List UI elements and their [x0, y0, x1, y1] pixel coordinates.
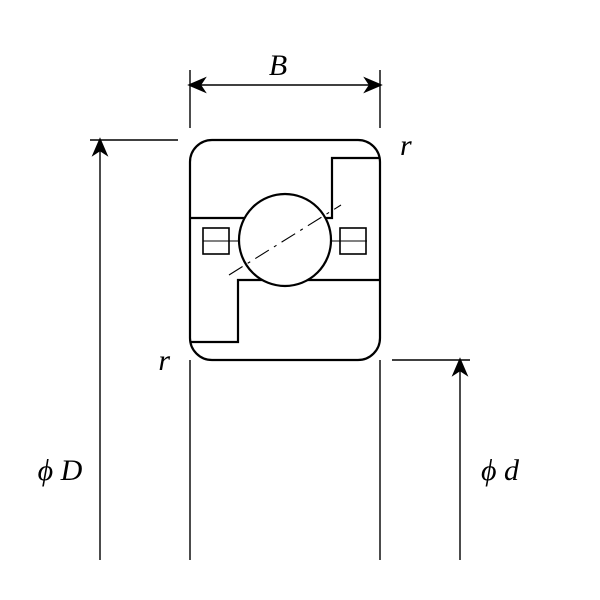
dimension-B: B [190, 49, 380, 128]
phi-d-prefix: ϕ [481, 454, 497, 487]
label-r-inner: r [158, 344, 170, 377]
svg-text:ϕ d: ϕ d [481, 454, 520, 487]
svg-text:ϕ D: ϕ D [38, 454, 83, 487]
dimension-phi-D: ϕ D [38, 140, 178, 560]
phi-D-prefix: ϕ [38, 454, 54, 487]
dimension-phi-d: ϕ d [392, 360, 520, 560]
label-d: d [504, 454, 520, 487]
bearing-diagram: B r r ϕ D ϕ d [0, 0, 600, 600]
label-B: B [269, 49, 287, 82]
bearing-body [190, 140, 380, 360]
label-r-outer: r [400, 129, 412, 162]
label-D: D [60, 454, 83, 487]
